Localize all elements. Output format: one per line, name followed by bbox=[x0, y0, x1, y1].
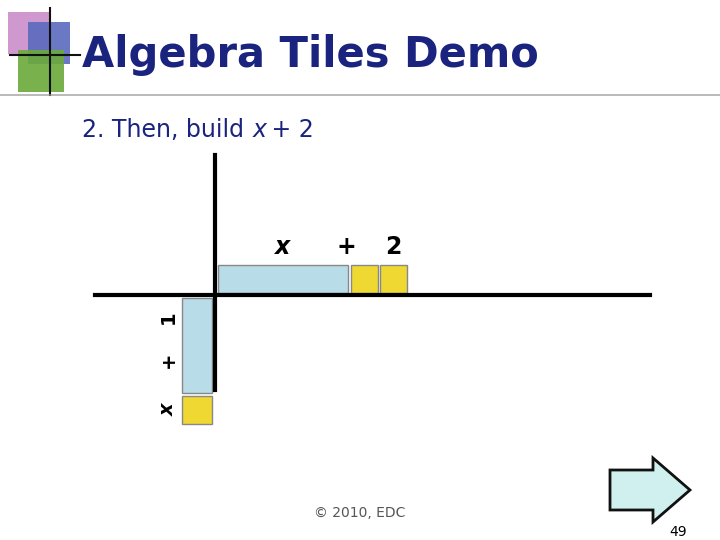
Text: Algebra Tiles Demo: Algebra Tiles Demo bbox=[82, 34, 539, 76]
Text: + 2: + 2 bbox=[264, 118, 314, 142]
Bar bbox=[8, 12, 50, 54]
Bar bbox=[28, 22, 70, 64]
Bar bbox=[182, 298, 212, 393]
Text: 1: 1 bbox=[158, 310, 178, 324]
Text: x: x bbox=[253, 118, 267, 142]
Text: x: x bbox=[158, 404, 178, 416]
Text: 49: 49 bbox=[669, 525, 687, 539]
Text: © 2010, EDC: © 2010, EDC bbox=[315, 506, 405, 520]
Text: +: + bbox=[158, 352, 178, 368]
Polygon shape bbox=[610, 458, 690, 522]
Bar bbox=[218, 265, 348, 293]
Bar bbox=[182, 396, 212, 424]
Text: x: x bbox=[275, 235, 291, 259]
Bar bbox=[18, 50, 64, 92]
Text: +: + bbox=[336, 235, 356, 259]
Bar bbox=[351, 265, 378, 293]
Text: 2: 2 bbox=[385, 235, 402, 259]
Bar bbox=[380, 265, 407, 293]
Text: 2. Then, build: 2. Then, build bbox=[82, 118, 251, 142]
